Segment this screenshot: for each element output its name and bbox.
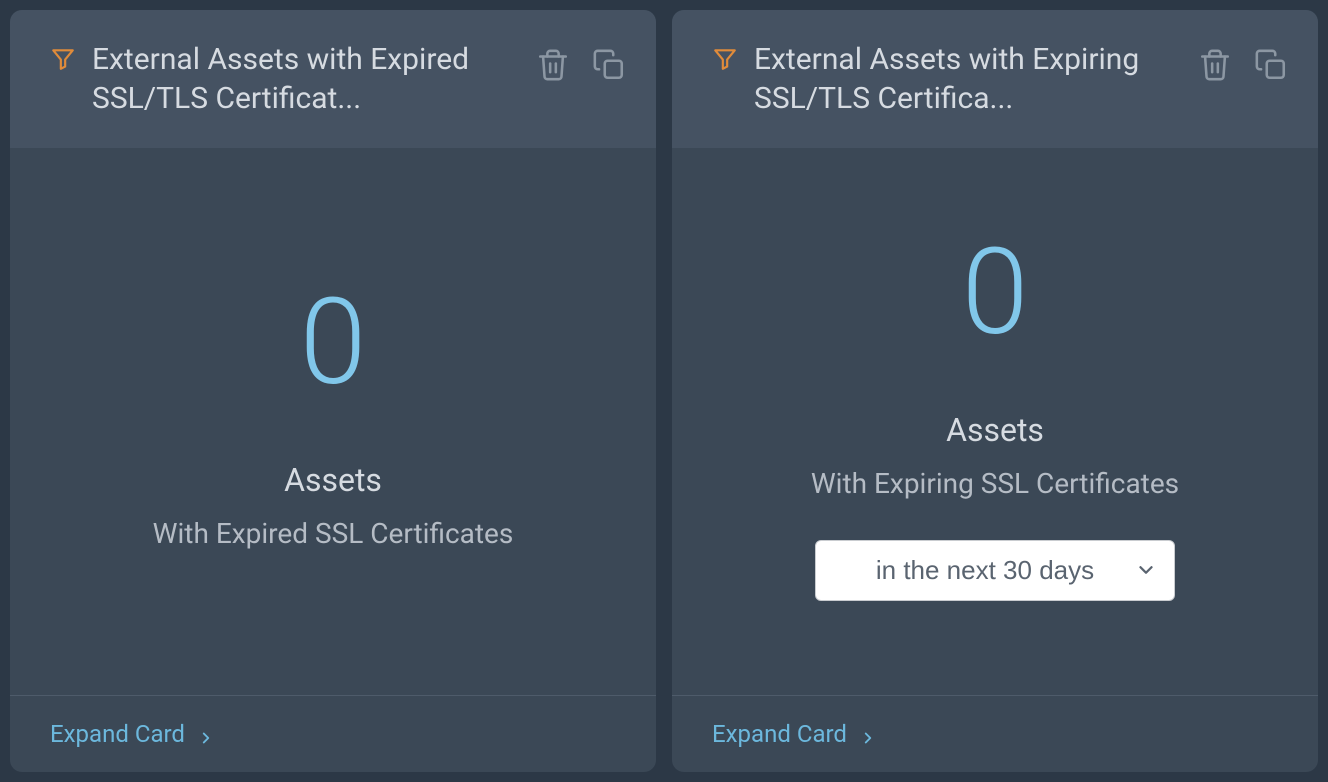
card-title-wrap: External Assets with Expired SSL/TLS Cer… bbox=[50, 40, 516, 118]
card-actions bbox=[536, 48, 626, 82]
filter-icon bbox=[50, 46, 76, 72]
card-expiring-ssl: External Assets with Expiring SSL/TLS Ce… bbox=[672, 10, 1318, 772]
timeframe-select-wrap bbox=[815, 540, 1175, 601]
chevron-right-icon bbox=[859, 725, 877, 743]
expand-card-link[interactable]: Expand Card bbox=[10, 695, 656, 772]
card-expired-ssl: External Assets with Expired SSL/TLS Cer… bbox=[10, 10, 656, 772]
card-header: External Assets with Expiring SSL/TLS Ce… bbox=[672, 10, 1318, 148]
card-title: External Assets with Expired SSL/TLS Cer… bbox=[92, 40, 516, 118]
card-title: External Assets with Expiring SSL/TLS Ce… bbox=[754, 40, 1178, 118]
metric-count: 0 bbox=[300, 283, 367, 403]
card-actions bbox=[1198, 48, 1288, 82]
metric-label-secondary: With Expiring SSL Certificates bbox=[811, 467, 1179, 500]
expand-card-label: Expand Card bbox=[50, 720, 185, 748]
metric-count: 0 bbox=[962, 233, 1029, 353]
delete-icon[interactable] bbox=[1198, 48, 1232, 82]
metric-label-primary: Assets bbox=[284, 461, 382, 499]
expand-card-link[interactable]: Expand Card bbox=[672, 695, 1318, 772]
dashboard-cards-container: External Assets with Expired SSL/TLS Cer… bbox=[0, 0, 1328, 782]
copy-icon[interactable] bbox=[592, 48, 626, 82]
copy-icon[interactable] bbox=[1254, 48, 1288, 82]
metric-label-primary: Assets bbox=[946, 411, 1044, 449]
card-body: 0 Assets With Expiring SSL Certificates bbox=[672, 148, 1318, 695]
card-title-wrap: External Assets with Expiring SSL/TLS Ce… bbox=[712, 40, 1178, 118]
delete-icon[interactable] bbox=[536, 48, 570, 82]
card-body: 0 Assets With Expired SSL Certificates bbox=[10, 148, 656, 695]
filter-icon bbox=[712, 46, 738, 72]
card-header: External Assets with Expired SSL/TLS Cer… bbox=[10, 10, 656, 148]
expand-card-label: Expand Card bbox=[712, 720, 847, 748]
metric-label-secondary: With Expired SSL Certificates bbox=[153, 517, 514, 550]
chevron-right-icon bbox=[197, 725, 215, 743]
timeframe-select[interactable] bbox=[815, 540, 1175, 601]
